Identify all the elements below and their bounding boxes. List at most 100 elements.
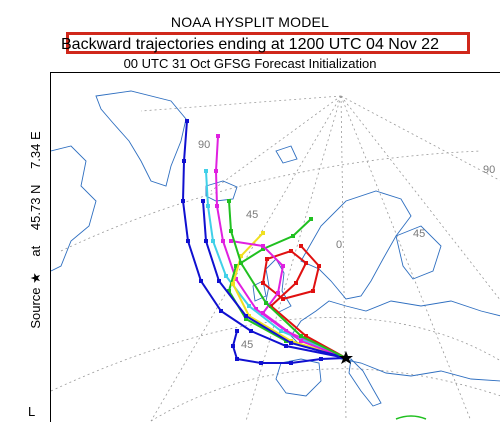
scandinavia-coast [300, 190, 412, 300]
meridian-line [210, 95, 342, 192]
iceland-coast [205, 180, 238, 202]
trajectory-marker [284, 344, 288, 348]
trajectory-marker [289, 341, 293, 345]
svalbard-coast [275, 145, 298, 164]
source-at-text: at [28, 245, 43, 257]
model-title: NOAA HYSPLIT MODEL [170, 14, 330, 30]
parallel-line [60, 150, 482, 252]
land-outlines [51, 90, 500, 407]
trajectory-marker [247, 314, 251, 318]
trajectory-marker [289, 249, 293, 253]
trajectory-marker [199, 279, 203, 283]
meridian-line [340, 95, 347, 422]
trajectory-marker [281, 264, 285, 268]
trajectory-marker [247, 304, 251, 308]
trajectory-marker [281, 297, 285, 301]
trajectory-marker [227, 289, 231, 293]
parallel-line [150, 368, 500, 422]
trajectory-marker [244, 314, 248, 318]
finland-coast [395, 225, 442, 280]
trajectory-marker [206, 204, 210, 208]
trajectory-marker [215, 204, 219, 208]
trajectory-marker [254, 307, 258, 311]
trajectory-marker [214, 169, 218, 173]
meridian-line [340, 95, 500, 181]
italy-coast [348, 358, 382, 407]
trajectory-marker [279, 329, 283, 333]
trajectory-marker [249, 329, 253, 333]
grid-label: 0 [336, 239, 342, 251]
grid-label: 45 [246, 209, 258, 221]
trajectory-marker [304, 334, 308, 338]
iberia-coast [275, 358, 322, 397]
trajectory-marker [261, 231, 265, 235]
trajectory-marker [265, 257, 269, 261]
grid-label: 90 [483, 164, 495, 176]
parallel-line [51, 317, 500, 392]
trajectory-marker [234, 264, 238, 268]
canada-coast [51, 145, 97, 272]
trajectory-marker [219, 309, 223, 313]
source-longitude: 7.34 E [28, 131, 43, 169]
trajectory-marker [299, 339, 303, 343]
trajectory-line [261, 245, 347, 359]
trajectory-marker [181, 199, 185, 203]
trajectory-marker [204, 239, 208, 243]
trajectory-map: 90 45 90 45 0 45 [50, 72, 500, 422]
meridian-line [340, 95, 500, 301]
trajectory-marker [186, 239, 190, 243]
trajectory-marker [239, 254, 243, 258]
trajectory-marker [244, 317, 248, 321]
title-highlight-box [66, 32, 470, 54]
trajectory-marker [185, 119, 189, 123]
corner-label: L [28, 404, 36, 419]
subtitle: 00 UTC 31 Oct GFSG Forecast Initializati… [123, 56, 377, 71]
trajectory-marker [235, 357, 239, 361]
graticule [51, 95, 500, 422]
trajectory-marker [227, 199, 231, 203]
trajectory-marker [319, 357, 323, 361]
trajectory-marker [204, 169, 208, 173]
trajectory-marker [235, 329, 239, 333]
trajectory-marker [304, 261, 308, 265]
trajectory-marker [294, 281, 298, 285]
trajectory-marker [289, 361, 293, 365]
trajectory-marker [299, 334, 303, 338]
trajectory-marker [269, 304, 273, 308]
trajectory-marker [239, 261, 243, 265]
trajectory-marker [317, 264, 321, 268]
trajectory-marker [299, 244, 303, 248]
source-latitude: 45.73 N [28, 184, 43, 231]
trajectory-marker [264, 301, 268, 305]
trajectory-marker [261, 247, 265, 251]
trajectory-marker [217, 279, 221, 283]
trajectory-marker [229, 239, 233, 243]
trajectory-marker [261, 281, 265, 285]
trajectory-line [231, 232, 347, 359]
trajectories [181, 119, 347, 365]
british-isles-coast [265, 258, 292, 314]
main-title: Backward trajectories ending at 1200 UTC… [61, 36, 439, 53]
trajectory-marker [216, 134, 220, 138]
trajectory-marker [291, 234, 295, 238]
trajectory-marker [229, 229, 233, 233]
meridian-line [140, 95, 342, 112]
trajectory-marker [311, 289, 315, 293]
trajectory-marker [231, 282, 235, 286]
grid-label: 45 [413, 228, 425, 240]
meridian-line [245, 95, 342, 422]
trajectory-marker [221, 239, 225, 243]
grid-label: 90 [198, 139, 210, 151]
trajectory-marker [234, 277, 238, 281]
trajectory-marker [259, 361, 263, 365]
trajectory-marker [261, 311, 265, 315]
trajectory-marker [201, 199, 205, 203]
trajectory-marker [231, 344, 235, 348]
trajectory-marker [309, 217, 313, 221]
trajectory-line [202, 200, 347, 359]
grid-labels: 90 45 90 45 0 45 [198, 139, 495, 351]
trajectory-marker [211, 239, 215, 243]
trajectory-marker [224, 274, 228, 278]
source-marker [339, 351, 353, 364]
trajectory-line [227, 218, 347, 359]
